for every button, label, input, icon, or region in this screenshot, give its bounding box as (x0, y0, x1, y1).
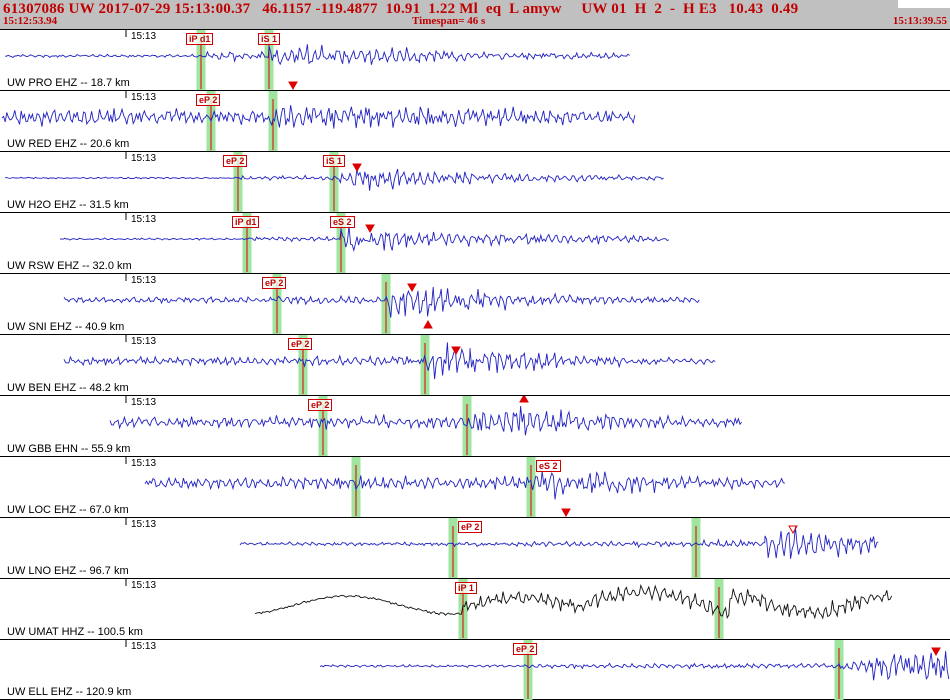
pick-flag[interactable]: eP 2 (458, 521, 483, 533)
minute-label: 15:13 (131, 641, 157, 652)
station-label: UW LOC EHZ -- 67.0 km (7, 504, 129, 516)
waveform (1, 105, 636, 129)
pick-marker[interactable] (288, 81, 298, 90)
pick-flag[interactable]: iP d1 (232, 216, 260, 228)
waveform-canvas (1, 91, 636, 151)
waveform-canvas (125, 518, 879, 578)
timespan-label: Timespan= 46 s (412, 15, 486, 27)
station-label: UW LNO EHZ -- 96.7 km (7, 565, 129, 577)
station-label: UW SNI EHZ -- 40.9 km (7, 321, 125, 333)
minute-label: 15:13 (131, 336, 157, 347)
waveform (239, 526, 879, 559)
traces: 15:13 UW PRO EHZ -- 18.7 km iP d1 iS 1 15… (0, 29, 950, 700)
pick-marker[interactable] (561, 508, 571, 517)
window-start-time: 15:12:53.94 (3, 15, 58, 27)
waveform (144, 471, 785, 500)
station-label: UW BEN EHZ -- 48.2 km (7, 382, 129, 394)
waveform (59, 225, 669, 253)
minute-label: 15:13 (131, 92, 157, 103)
waveform-canvas (4, 152, 664, 212)
waveform (63, 342, 716, 380)
waveform-canvas (125, 457, 785, 517)
minute-label: 15:13 (131, 458, 157, 469)
waveform-canvas (63, 274, 700, 334)
pick-flag[interactable]: eP 2 (223, 155, 248, 167)
trace-panel[interactable]: 15:13 UW H2O EHZ -- 31.5 km eP 2 iS 1 (0, 151, 950, 212)
time-bar: 15:12:53.94 Timespan= 46 s 15:13:39.55 (0, 15, 950, 29)
trace-panel[interactable]: 15:13 UW SNI EHZ -- 40.9 km eP 2 (0, 273, 950, 334)
trace-panel[interactable]: 15:13 UW LOC EHZ -- 67.0 km eS 2 (0, 456, 950, 517)
pick-flag[interactable]: iP 1 (455, 582, 477, 594)
trace-panel[interactable]: 15:13 UW PRO EHZ -- 18.7 km iP d1 iS 1 (0, 29, 950, 90)
minute-label: 15:13 (131, 214, 157, 225)
event-header: 61307086 UW 2017-07-29 15:13:00.37 46.11… (0, 0, 950, 29)
station-label: UW PRO EHZ -- 18.7 km (7, 77, 130, 89)
trace-panel[interactable]: 15:13 UW GBB EHN -- 55.9 km eP 2 (0, 395, 950, 456)
pick-flag[interactable]: eP 2 (513, 643, 538, 655)
pick-flag[interactable]: eS 2 (536, 460, 561, 472)
station-label: UW RED EHZ -- 20.6 km (7, 138, 130, 150)
pick-flag[interactable]: eP 2 (262, 277, 287, 289)
station-label: UW ELL EHZ -- 120.9 km (7, 686, 132, 698)
pick-flag[interactable]: iP d1 (186, 33, 214, 45)
pick-flag[interactable]: eP 2 (308, 399, 333, 411)
pick-flag[interactable]: eP 2 (288, 338, 313, 350)
waveform-canvas (63, 335, 716, 395)
station-label: UW UMAT HHZ -- 100.5 km (7, 626, 143, 638)
minute-label: 15:13 (131, 275, 157, 286)
waveform (254, 584, 893, 620)
pick-marker[interactable] (451, 346, 461, 356)
pick-marker[interactable] (423, 319, 433, 329)
pick-flag[interactable]: iS 1 (258, 33, 281, 45)
waveform-canvas (125, 579, 893, 639)
window-end-time: 15:13:39.55 (892, 15, 947, 27)
trace-panel[interactable]: 15:13 UW RSW EHZ -- 32.0 km iP d1 eS 2 (0, 212, 950, 273)
waveform-canvas (5, 30, 630, 90)
pick-flag[interactable]: iS 1 (323, 155, 346, 167)
waveform (4, 168, 664, 191)
waveform-canvas (109, 396, 742, 456)
pick-marker[interactable] (365, 224, 375, 234)
trace-panel[interactable]: 15:13 UW UMAT HHZ -- 100.5 km iP 1 (0, 578, 950, 639)
minute-label: 15:13 (131, 153, 157, 164)
minute-label: 15:13 (131, 519, 157, 530)
minute-label: 15:13 (131, 397, 157, 408)
minute-label: 15:13 (131, 580, 157, 591)
waveform (319, 651, 950, 681)
pick-flag[interactable]: eS 2 (330, 216, 355, 228)
waveform (63, 286, 700, 318)
trace-panel[interactable]: 15:13 UW LNO EHZ -- 96.7 km eP 2 (0, 517, 950, 578)
waveform (5, 44, 630, 66)
station-label: UW RSW EHZ -- 32.0 km (7, 260, 132, 272)
event-summary: 61307086 UW 2017-07-29 15:13:00.37 46.11… (3, 1, 799, 17)
pick-flag[interactable]: eP 2 (196, 94, 221, 106)
trace-panel[interactable]: 15:13 UW ELL EHZ -- 120.9 km eP 2 (0, 639, 950, 700)
trace-panel[interactable]: 15:13 UW BEN EHZ -- 48.2 km eP 2 (0, 334, 950, 395)
waveform (109, 406, 742, 436)
pick-marker[interactable] (352, 163, 362, 173)
trace-panel[interactable]: 15:13 UW RED EHZ -- 20.6 km eP 2 (0, 90, 950, 151)
waveform-canvas (125, 640, 950, 700)
station-label: UW H2O EHZ -- 31.5 km (7, 199, 129, 211)
pick-marker[interactable] (788, 525, 798, 535)
pick-marker[interactable] (407, 283, 417, 293)
pick-marker[interactable] (931, 647, 941, 657)
header-corner-box (898, 0, 950, 8)
station-label: UW GBB EHN -- 55.9 km (7, 443, 131, 455)
pick-marker[interactable] (519, 396, 529, 403)
minute-label: 15:13 (131, 31, 157, 42)
waveform-canvas (59, 213, 669, 273)
